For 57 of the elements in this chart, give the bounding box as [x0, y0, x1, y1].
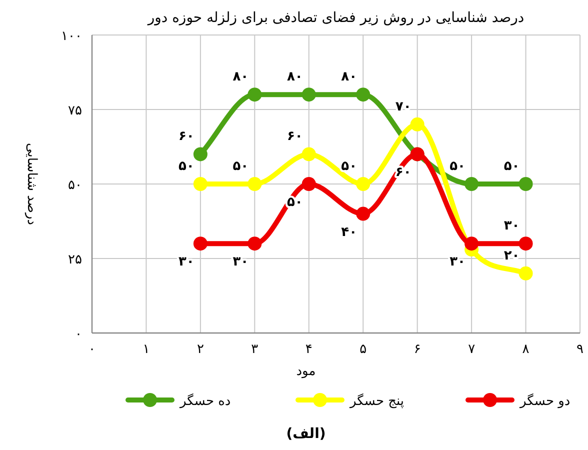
- data-label: ۵٠: [341, 159, 358, 174]
- data-label: ۳٠: [504, 218, 520, 234]
- point: [518, 266, 533, 280]
- legend-label: دو حسگر: [519, 393, 570, 409]
- x-tick-label: ۸: [522, 342, 530, 357]
- point: [410, 117, 424, 132]
- data-label: ۵٠: [232, 159, 249, 174]
- data-label: ۵٠: [450, 159, 466, 174]
- point: [193, 236, 208, 251]
- data-label: ۳٠: [450, 254, 466, 270]
- data-label: ۸٠: [232, 70, 249, 85]
- legend-label: پنج حسگر: [349, 393, 404, 409]
- y-axis-title: درصد شناسایی: [24, 142, 39, 226]
- point: [248, 88, 262, 102]
- point: [302, 147, 316, 162]
- data-label: ۶٠: [178, 129, 194, 144]
- point: [248, 236, 262, 251]
- data-label: ۵٠: [504, 159, 520, 174]
- y-tick-label: ۷۵: [68, 104, 82, 118]
- point: [193, 147, 208, 162]
- data-label: ۶٠: [286, 129, 303, 144]
- x-tick-label: ٠: [88, 342, 96, 357]
- point: [356, 177, 370, 191]
- x-tick-label: ۹: [576, 342, 584, 357]
- data-label: ۳٠: [232, 254, 249, 270]
- y-tick-label: ۱۰۰: [61, 29, 82, 44]
- data-label: ۸٠: [341, 70, 358, 85]
- x-tick-label: ۱: [142, 342, 150, 357]
- y-tick-label: ۲۵: [68, 252, 82, 268]
- x-tick-label: ۶: [414, 342, 421, 357]
- data-label: ۵٠: [178, 159, 194, 174]
- x-tick-label: ۵: [360, 342, 367, 357]
- point: [302, 177, 316, 191]
- point: [518, 177, 533, 191]
- point: [464, 177, 479, 191]
- x-tick-label: ۳: [251, 342, 258, 357]
- data-label: ۲٠: [504, 248, 520, 264]
- x-axis-title: مود: [296, 364, 316, 379]
- x-tick-label: ۲: [196, 342, 204, 357]
- point: [518, 236, 533, 251]
- chart-title: درصد شناسایی در روش زیر فضای تصادفی برای زلزله حوزه دور: [146, 10, 524, 26]
- y-tick-label: ٠: [75, 327, 82, 342]
- y-tick-label: ۵۰: [68, 178, 82, 193]
- point: [464, 236, 479, 251]
- point: [302, 88, 316, 102]
- data-label: ۸٠: [286, 70, 303, 85]
- data-label: ۷٠: [395, 99, 412, 114]
- point: [248, 177, 262, 191]
- x-tick-label: ۴: [305, 342, 312, 357]
- point: [356, 206, 370, 221]
- data-label: ۴٠: [341, 224, 358, 240]
- legend-label: ده حسگر: [179, 393, 231, 409]
- text: (الف): [286, 426, 326, 442]
- point: [193, 177, 208, 191]
- point: [356, 88, 370, 102]
- data-label: ۳٠: [178, 254, 194, 270]
- x-tick-label: ۷: [468, 342, 476, 357]
